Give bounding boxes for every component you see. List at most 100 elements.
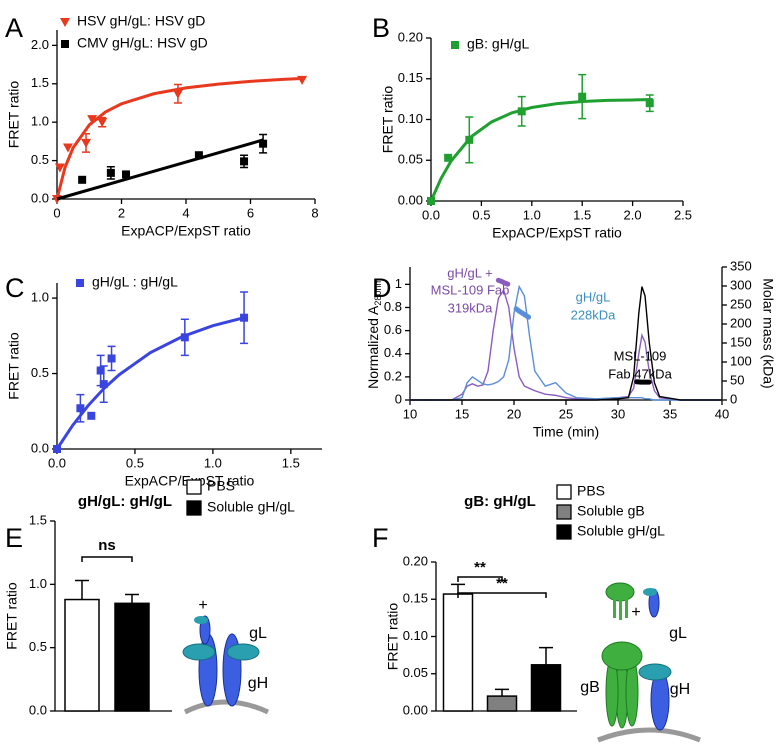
data-point (53, 445, 61, 453)
molar-mass-line (495, 277, 511, 287)
data-point (297, 75, 308, 85)
y2-tick-label: 350 (730, 258, 752, 273)
data-point (645, 99, 654, 108)
y-tick-label: 0.6 (384, 322, 402, 337)
data-point (87, 411, 96, 420)
bar (114, 602, 150, 712)
error-bar (539, 646, 553, 665)
annotation: gH/gL (576, 289, 611, 304)
trace-line (409, 286, 723, 401)
y2-tick-label: 50 (730, 372, 744, 387)
data-point (78, 175, 87, 184)
data-point (107, 354, 116, 363)
y-tick-label: 0.15 (398, 70, 423, 85)
panel-letter: F (372, 523, 389, 553)
error-bar (75, 579, 89, 600)
diagram-label: + (631, 604, 640, 621)
x-tick-label: 25 (559, 406, 573, 421)
annotation: MSL-109 (614, 348, 667, 363)
gl-shape (182, 643, 216, 661)
data-point (106, 168, 115, 177)
gb-shape (619, 598, 622, 620)
data-point (172, 89, 183, 99)
y-tick-label: 0.4 (384, 345, 402, 360)
y2-tick-label: 100 (730, 353, 752, 368)
legend-label: gB: gH/gL (467, 36, 529, 52)
bar (64, 598, 100, 712)
significance-label: ** (496, 575, 508, 592)
x-tick-label: 1.0 (204, 455, 222, 470)
x-axis-label: Time (min) (533, 424, 599, 440)
data-point (240, 313, 249, 322)
error-bar (125, 593, 139, 604)
gb-shape (613, 598, 616, 618)
fit-line (429, 98, 653, 202)
panel-letter: A (5, 13, 23, 43)
data-point (444, 153, 453, 162)
trace-line (409, 284, 723, 401)
y-axis-label: FRET ratio (4, 582, 20, 650)
y-tick-label: 0.10 (398, 111, 423, 126)
annotation: MSL-109 Fab (431, 282, 510, 297)
significance-bracket (457, 592, 547, 598)
legend-marker (61, 40, 69, 48)
y-axis-label: Normalized A280nm (365, 278, 384, 389)
bar (486, 695, 518, 712)
legend-marker (451, 41, 459, 49)
protein-illustration-e (182, 615, 270, 715)
legend-label: PBS (577, 483, 605, 499)
x-tick-label: 1.5 (573, 207, 591, 222)
y-tick-label: 0.5 (29, 639, 47, 654)
trace-line (409, 288, 723, 401)
y-tick-label: 2.0 (31, 37, 49, 52)
error-bar (495, 688, 509, 697)
annotation: 228kDa (571, 307, 617, 322)
panel-letter: B (372, 13, 390, 43)
legend-label: HSV gH/gL: HSV gD (77, 13, 205, 29)
y-tick-label: 0 (395, 391, 402, 406)
x-tick-label: 0.0 (48, 455, 66, 470)
x-tick-label: 1.5 (282, 455, 300, 470)
annotation: gH/gL + (447, 265, 492, 280)
y2-axis-label: Molar mass (kDa) (760, 278, 776, 388)
data-point (194, 151, 203, 160)
panel-letter: D (372, 273, 392, 303)
y-tick-label: 0.20 (403, 553, 428, 568)
diagram-label: gB (580, 679, 600, 696)
y-axis-label: FRET ratio (380, 86, 396, 154)
data-point (62, 143, 73, 153)
x-tick-label: 0.0 (422, 207, 440, 222)
y2-tick-label: 150 (730, 334, 752, 349)
y-tick-label: 0.0 (31, 190, 49, 205)
y-tick-label: 0.8 (384, 299, 402, 314)
data-point (517, 107, 526, 116)
x-tick-label: 30 (611, 406, 625, 421)
y2-tick-label: 300 (730, 277, 752, 292)
data-point (97, 118, 108, 128)
y-tick-label: 0.00 (398, 192, 423, 207)
y-tick-label: 1.5 (29, 512, 47, 527)
data-point (465, 135, 474, 144)
legend-label: Soluble gB (577, 503, 645, 519)
significance-label: ** (474, 559, 486, 576)
y-tick-label: 0.2 (384, 368, 402, 383)
y-tick-label: 1.0 (29, 576, 47, 591)
y-tick-label: 1 (395, 276, 402, 291)
y-tick-label: 0.15 (403, 591, 428, 606)
x-tick-label: 0.5 (472, 207, 490, 222)
protein-illustration-f (597, 582, 701, 743)
x-tick-label: 0 (53, 205, 60, 220)
data-point (122, 170, 131, 179)
data-point (99, 380, 108, 389)
x-tick-label: 2 (118, 205, 125, 220)
y-axis-label: FRET ratio (6, 81, 22, 149)
y-axis-label-sub: 280nm (373, 278, 383, 306)
x-tick-label: 40 (715, 406, 729, 421)
x-tick-label: 8 (311, 205, 318, 220)
data-point (87, 115, 98, 125)
y-tick-label: 1.0 (31, 290, 49, 305)
y-tick-label: 0.05 (403, 665, 428, 680)
gb-shape (601, 641, 643, 671)
y-tick-label: 0.10 (403, 628, 428, 643)
gl-shape (638, 663, 672, 681)
